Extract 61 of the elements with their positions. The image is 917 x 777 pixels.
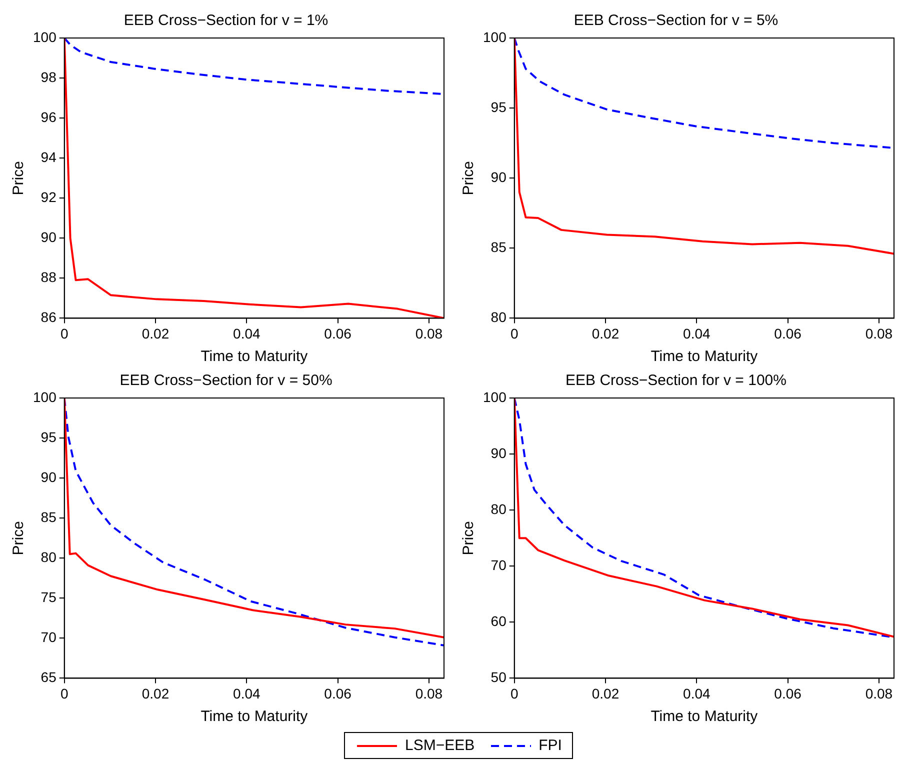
x-tick-label: 0.04 [683, 325, 710, 342]
y-tick-label: 65 [40, 669, 57, 686]
chart-title: EEB Cross−Section for v = 100% [566, 372, 786, 390]
y-tick-label: 90 [490, 444, 507, 461]
x-axis-title: Time to Maturity [200, 708, 308, 726]
x-tick-label: 0.08 [415, 685, 443, 702]
x-axis-title: Time to Maturity [200, 348, 308, 366]
y-tick-label: 95 [490, 98, 507, 115]
y-tick-label: 80 [490, 309, 507, 326]
y-tick-label: 85 [490, 239, 507, 256]
x-tick-label: 0.04 [683, 685, 710, 702]
chart-title: EEB Cross−Section for v = 50% [120, 372, 332, 390]
x-tick-label: 0.06 [324, 685, 352, 702]
y-tick-label: 70 [490, 556, 507, 573]
y-tick-label: 75 [40, 589, 57, 605]
x-tick-label: 0.02 [142, 325, 170, 342]
y-tick-label: 95 [40, 428, 57, 445]
y-axis-title: Price [460, 521, 478, 556]
y-tick-label: 85 [40, 508, 57, 525]
y-tick-label: 70 [40, 629, 57, 646]
y-tick-label: 60 [490, 613, 507, 630]
y-tick-label: 100 [483, 28, 507, 45]
y-tick-label: 86 [40, 309, 57, 326]
y-tick-label: 96 [40, 108, 57, 125]
x-tick-label: 0.06 [774, 325, 802, 342]
y-tick-label: 90 [40, 468, 57, 485]
y-axis-title: Price [10, 161, 28, 196]
x-tick-label: 0.06 [324, 325, 352, 342]
x-tick-label: 0.02 [592, 685, 620, 702]
y-tick-label: 80 [490, 500, 507, 517]
y-tick-label: 88 [40, 269, 57, 286]
x-tick-label: 0.02 [592, 325, 620, 342]
y-tick-label: 90 [40, 229, 57, 245]
x-tick-label: 0.04 [233, 685, 260, 702]
y-tick-label: 50 [490, 669, 507, 686]
x-tick-label: 0.08 [865, 685, 893, 702]
x-tick-label: 0 [60, 325, 68, 342]
x-axis-title: Time to Maturity [650, 708, 758, 726]
chart-title: EEB Cross−Section for v = 1% [124, 12, 328, 30]
x-tick-label: 0 [510, 685, 518, 702]
y-tick-label: 100 [483, 388, 507, 405]
x-tick-label: 0.02 [142, 685, 170, 702]
x-tick-label: 0.06 [774, 685, 802, 702]
x-tick-label: 0.08 [865, 325, 893, 342]
legend-label: FPI [538, 737, 562, 754]
y-tick-label: 100 [33, 28, 57, 45]
legend-label: LSM−EEB [405, 737, 475, 754]
y-tick-label: 98 [40, 68, 57, 85]
y-axis-title: Price [460, 161, 478, 196]
x-axis-title: Time to Maturity [650, 348, 758, 366]
y-tick-label: 94 [40, 148, 57, 165]
x-tick-label: 0.08 [415, 325, 443, 342]
x-tick-label: 0 [60, 685, 68, 702]
y-tick-label: 90 [490, 168, 507, 185]
x-tick-label: 0 [510, 325, 518, 342]
y-tick-label: 92 [40, 188, 57, 205]
chart-title: EEB Cross−Section for v = 5% [574, 12, 778, 30]
x-tick-label: 0.04 [233, 325, 260, 342]
y-axis-title: Price [10, 521, 28, 556]
y-tick-label: 80 [40, 548, 57, 565]
y-tick-label: 100 [33, 388, 57, 405]
